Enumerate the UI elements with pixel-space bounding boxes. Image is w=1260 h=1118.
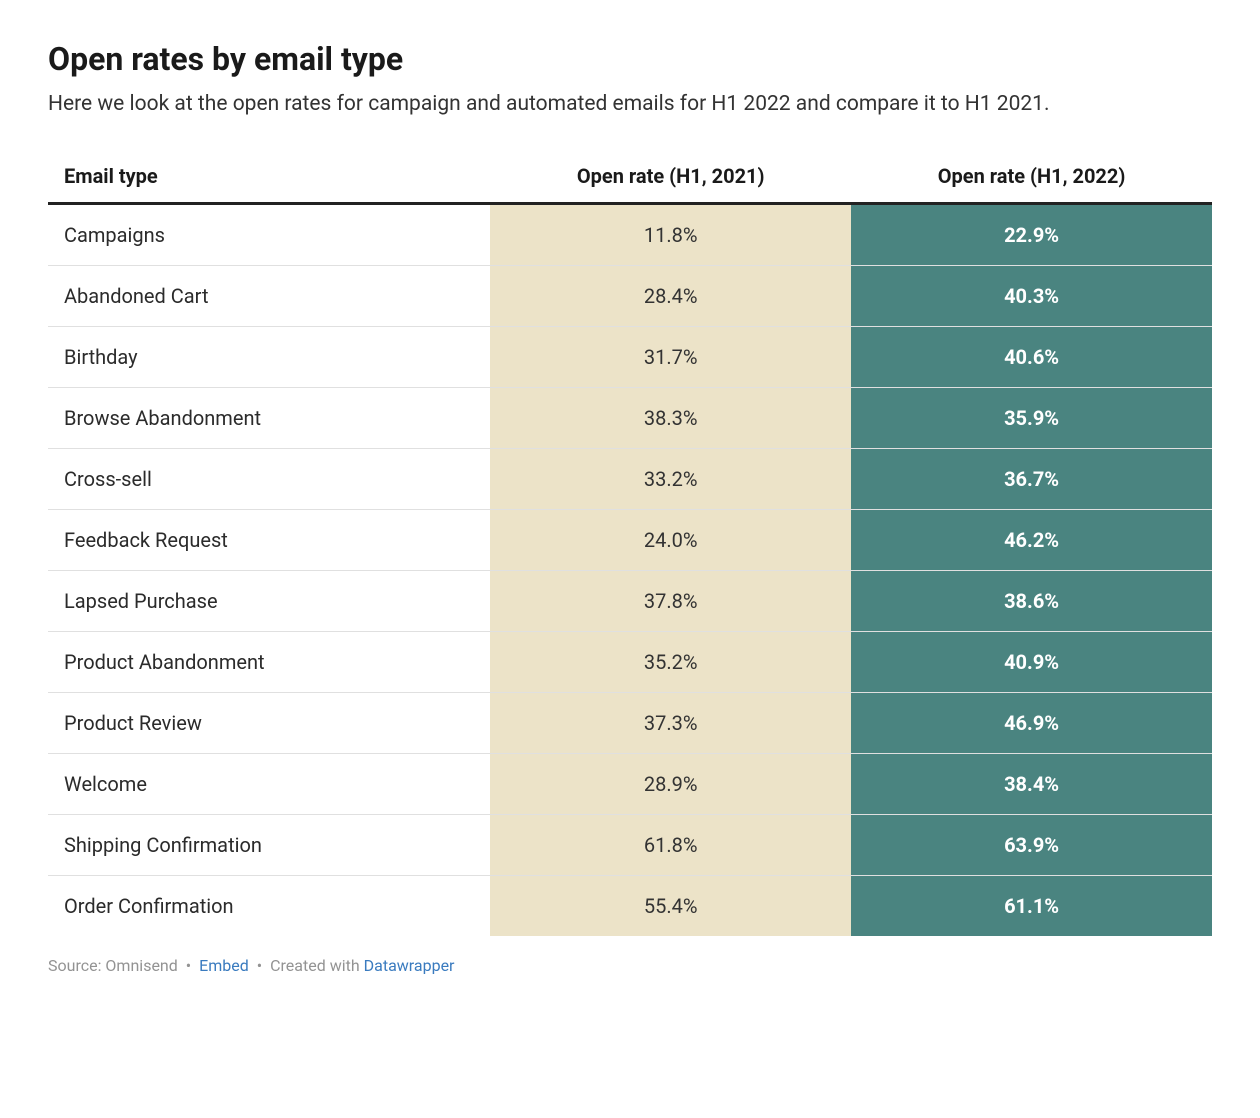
cell-2021: 11.8% — [490, 203, 851, 265]
cell-2022: 40.9% — [851, 631, 1212, 692]
embed-link[interactable]: Embed — [199, 956, 249, 975]
col-header-2022: Open rate (H1, 2022) — [851, 152, 1212, 204]
cell-2021: 61.8% — [490, 814, 851, 875]
footer: Source: Omnisend • Embed • Created with … — [48, 956, 1212, 975]
source-name: Omnisend — [105, 956, 177, 975]
table-row: Shipping Confirmation61.8%63.9% — [48, 814, 1212, 875]
table-row: Birthday31.7%40.6% — [48, 326, 1212, 387]
page-subtitle: Here we look at the open rates for campa… — [48, 90, 1212, 119]
cell-2022: 40.3% — [851, 265, 1212, 326]
cell-2021: 28.4% — [490, 265, 851, 326]
table-row: Order Confirmation55.4%61.1% — [48, 875, 1212, 936]
table-row: Abandoned Cart28.4%40.3% — [48, 265, 1212, 326]
cell-2022: 46.9% — [851, 692, 1212, 753]
cell-email-type: Campaigns — [48, 203, 490, 265]
cell-email-type: Welcome — [48, 753, 490, 814]
cell-2021: 24.0% — [490, 509, 851, 570]
table-row: Feedback Request24.0%46.2% — [48, 509, 1212, 570]
cell-2022: 46.2% — [851, 509, 1212, 570]
table-row: Product Abandonment35.2%40.9% — [48, 631, 1212, 692]
page-title: Open rates by email type — [48, 40, 1212, 78]
cell-email-type: Shipping Confirmation — [48, 814, 490, 875]
datawrapper-link[interactable]: Datawrapper — [364, 956, 455, 975]
cell-2022: 36.7% — [851, 448, 1212, 509]
cell-email-type: Order Confirmation — [48, 875, 490, 936]
open-rates-table: Email type Open rate (H1, 2021) Open rat… — [48, 152, 1212, 936]
cell-2022: 35.9% — [851, 387, 1212, 448]
cell-2022: 63.9% — [851, 814, 1212, 875]
cell-2021: 28.9% — [490, 753, 851, 814]
cell-email-type: Product Review — [48, 692, 490, 753]
table-row: Lapsed Purchase37.8%38.6% — [48, 570, 1212, 631]
cell-2021: 33.2% — [490, 448, 851, 509]
cell-email-type: Lapsed Purchase — [48, 570, 490, 631]
cell-2021: 55.4% — [490, 875, 851, 936]
created-prefix: Created with — [270, 956, 360, 975]
cell-2021: 35.2% — [490, 631, 851, 692]
footer-separator: • — [257, 956, 262, 975]
table-row: Product Review37.3%46.9% — [48, 692, 1212, 753]
table-row: Browse Abandonment38.3%35.9% — [48, 387, 1212, 448]
cell-email-type: Product Abandonment — [48, 631, 490, 692]
col-header-email-type: Email type — [48, 152, 490, 204]
cell-email-type: Feedback Request — [48, 509, 490, 570]
cell-2022: 61.1% — [851, 875, 1212, 936]
table-header-row: Email type Open rate (H1, 2021) Open rat… — [48, 152, 1212, 204]
cell-2022: 38.4% — [851, 753, 1212, 814]
cell-2021: 38.3% — [490, 387, 851, 448]
cell-2022: 40.6% — [851, 326, 1212, 387]
cell-2022: 38.6% — [851, 570, 1212, 631]
footer-separator: • — [186, 956, 191, 975]
cell-2022: 22.9% — [851, 203, 1212, 265]
cell-email-type: Abandoned Cart — [48, 265, 490, 326]
table-body: Campaigns11.8%22.9%Abandoned Cart28.4%40… — [48, 203, 1212, 936]
cell-email-type: Birthday — [48, 326, 490, 387]
table-row: Campaigns11.8%22.9% — [48, 203, 1212, 265]
table-row: Cross-sell33.2%36.7% — [48, 448, 1212, 509]
table-row: Welcome28.9%38.4% — [48, 753, 1212, 814]
cell-2021: 37.8% — [490, 570, 851, 631]
cell-email-type: Cross-sell — [48, 448, 490, 509]
cell-email-type: Browse Abandonment — [48, 387, 490, 448]
cell-2021: 31.7% — [490, 326, 851, 387]
source-label: Source: — [48, 956, 101, 975]
cell-2021: 37.3% — [490, 692, 851, 753]
col-header-2021: Open rate (H1, 2021) — [490, 152, 851, 204]
